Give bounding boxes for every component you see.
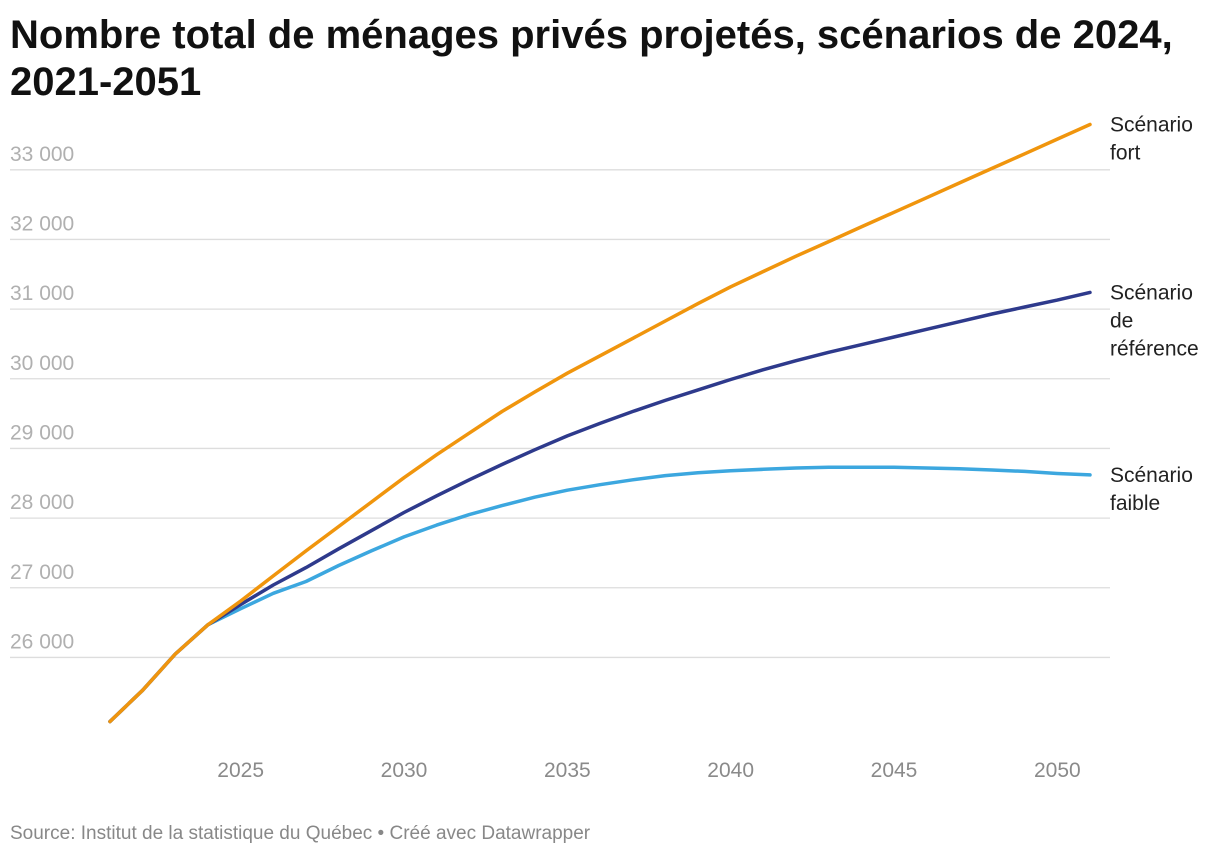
series-line-0 [108,122,1092,724]
series-label-0: Scénario fort [1110,114,1193,165]
chart-title: Nombre total de ménages privés projetés,… [10,13,1173,104]
y-tick-label: 32 000 [10,212,74,235]
gridlines [10,169,1110,659]
y-axis: 26 000 27 000 28 000 29 000 30 000 31 000 32 0… [10,143,74,654]
x-tick-label: 2050 [1034,759,1081,782]
y-tick-label: 27 000 [10,561,74,584]
series-label-2: Scénario faible [1110,464,1193,515]
y-tick-label: 33 000 [10,143,74,166]
series-label-line: de [1110,309,1133,332]
series-label-line: référence [1110,337,1199,360]
series-label-line: Scénario [1110,114,1193,137]
series-label-line: fort [1110,142,1141,165]
x-tick-label: 2035 [544,759,591,782]
x-tick-label: 2030 [381,759,428,782]
series-line-2 [108,465,1092,724]
series-line-1 [108,290,1092,724]
y-tick-label: 28 000 [10,491,74,514]
series-label-line: Scénario [1110,281,1193,304]
series-labels: Scénario fort Scénario de référence Scénario f… [1110,114,1199,515]
x-tick-label: 2025 [217,759,264,782]
y-tick-label: 29 000 [10,421,74,444]
source-note: Source: Institut de la statistique du Qu… [10,823,591,844]
y-tick-label: 30 000 [10,352,74,375]
x-axis: 2025 2030 2035 2040 2045 2050 [217,759,1080,782]
series-label-line: faible [1110,492,1160,515]
series-label-line: Scénario [1110,464,1193,487]
series-label-1: Scénario de référence [1110,281,1199,360]
y-tick-label: 31 000 [10,282,74,305]
x-tick-label: 2040 [707,759,754,782]
y-tick-label: 26 000 [10,630,74,653]
series-lines [108,122,1092,724]
x-tick-label: 2045 [871,759,918,782]
